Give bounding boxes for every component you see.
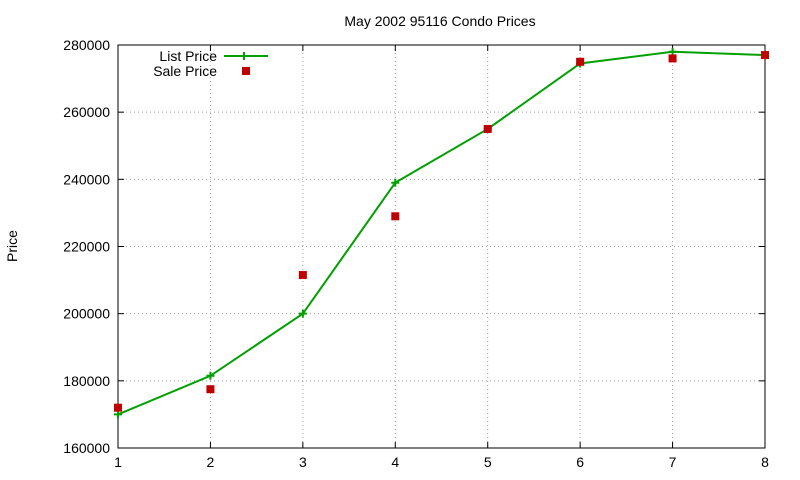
data-point-sale-price: [114, 403, 122, 412]
data-point-list-price: [298, 309, 307, 318]
plot-frame: [117, 44, 766, 449]
data-point-list-price: [114, 410, 122, 419]
data-point-sale-price: [391, 212, 400, 221]
data-point-sale-price: [576, 57, 585, 66]
x-tick-label: 5: [484, 454, 492, 470]
legend-label-list-price: List Price: [159, 48, 217, 64]
x-tick-label: 2: [207, 454, 215, 470]
data-point-sale-price: [206, 385, 215, 394]
legend-marker-sale-price: [242, 67, 250, 75]
y-tick-label: 200000: [63, 306, 110, 322]
y-tick-label: 260000: [63, 104, 110, 120]
data-point-sale-price: [761, 51, 769, 60]
data-point-sale-price: [668, 54, 677, 63]
data-point-list-price: [206, 371, 215, 380]
grid: [118, 45, 765, 448]
x-tick-label: 6: [576, 454, 584, 470]
x-tick-label: 1: [114, 454, 122, 470]
data-point-sale-price: [298, 271, 307, 280]
data-point-sale-price: [483, 124, 492, 133]
x-tick-label: 7: [669, 454, 677, 470]
legend-marker-list-price: [240, 52, 248, 60]
y-tick-label: 160000: [63, 440, 110, 456]
x-tick-label: 3: [299, 454, 307, 470]
y-tick-label: 280000: [63, 37, 110, 53]
y-axis-label: Price: [4, 230, 20, 262]
series: [114, 47, 769, 419]
legend-label-sale-price: Sale Price: [153, 63, 217, 79]
x-tick-label: 8: [761, 454, 769, 470]
legend: List Price Sale Price: [153, 48, 268, 79]
y-tick-label: 220000: [63, 239, 110, 255]
data-point-list-price: [391, 178, 400, 187]
axis-ticks: 1 2 3 4 5 6 7 8 160000 180000 200000 220000 240000 26…: [63, 37, 769, 470]
data-point-list-price: [668, 47, 677, 56]
x-tick-label: 4: [391, 454, 399, 470]
chart-title: May 2002 95116 Condo Prices: [344, 13, 535, 29]
y-tick-label: 180000: [63, 373, 110, 389]
series-line-list-price: [117, 50, 766, 416]
y-tick-label: 240000: [63, 171, 110, 187]
